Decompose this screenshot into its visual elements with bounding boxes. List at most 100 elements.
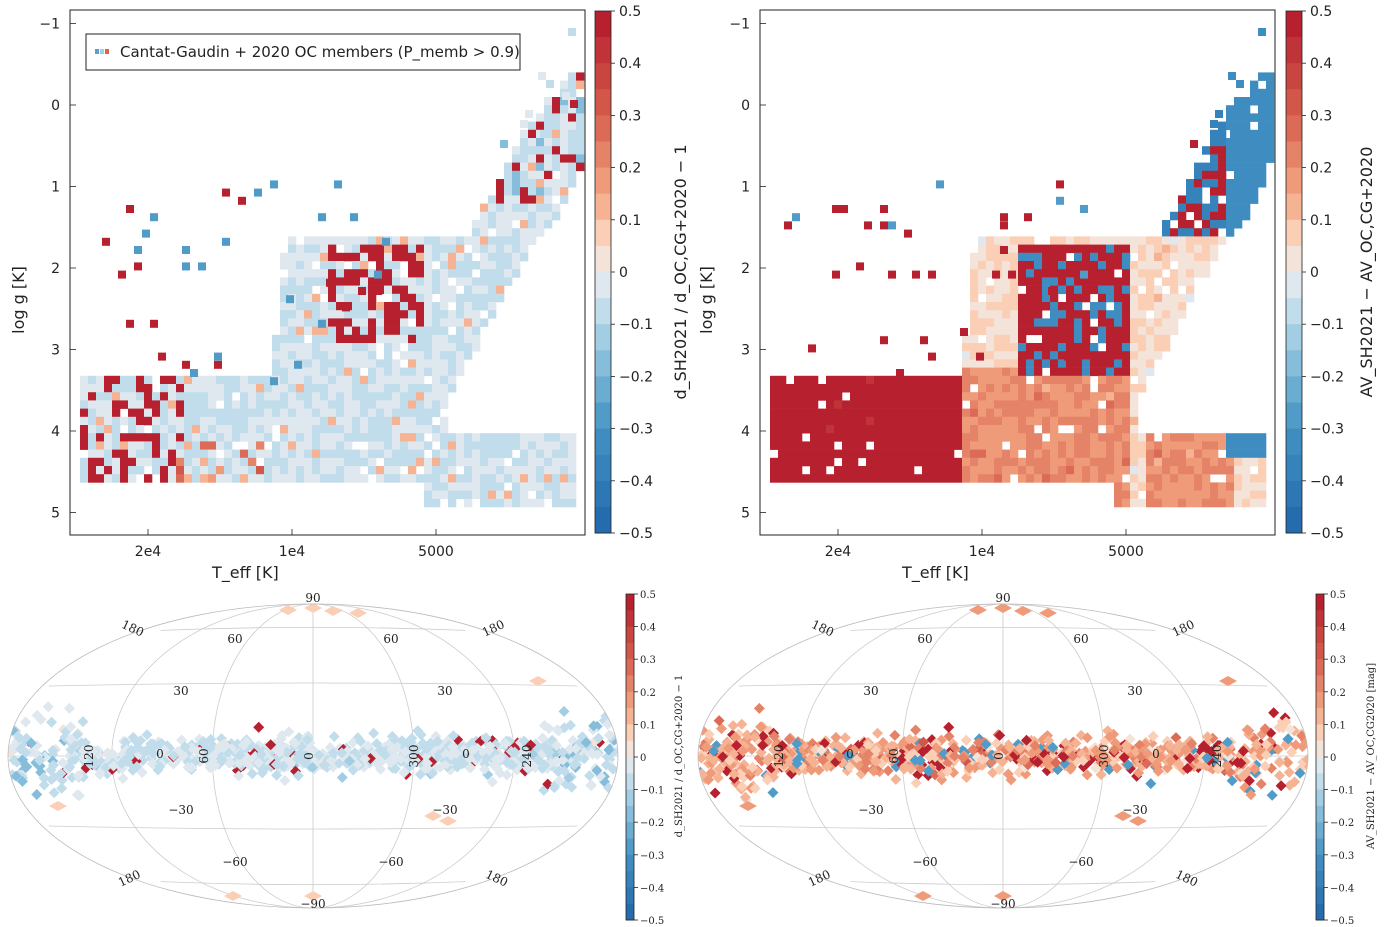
heatmap-cell xyxy=(233,770,245,782)
heatmap-cell xyxy=(1106,236,1115,245)
heatmap-cell xyxy=(1122,318,1131,327)
heatmap-cell xyxy=(352,261,361,270)
heatmap-cell xyxy=(1082,408,1091,418)
heatmap-cell xyxy=(826,384,835,393)
heatmap-cell xyxy=(1154,343,1163,352)
heatmap-cell xyxy=(1178,457,1187,467)
graticule-label: 180 xyxy=(483,867,510,889)
heatmap-cell xyxy=(120,375,129,385)
heatmap-cell xyxy=(529,676,547,686)
heatmap-cell xyxy=(456,482,465,491)
heatmap-cell xyxy=(1202,482,1211,491)
heatmap-cell xyxy=(994,729,1006,741)
heatmap-cell xyxy=(464,457,473,467)
heatmap-cell xyxy=(1282,733,1294,745)
heatmap-cell xyxy=(818,449,827,459)
x-tick-label: 2e4 xyxy=(825,544,852,560)
heatmap-cell xyxy=(1114,285,1123,295)
heatmap-cell xyxy=(1010,384,1019,393)
colorbar-segment xyxy=(626,642,634,660)
heatmap-cell xyxy=(352,269,361,278)
heatmap-cell xyxy=(416,457,425,467)
heatmap-cell xyxy=(914,449,923,459)
graticule-label: 120 xyxy=(82,745,96,768)
heatmap-cell xyxy=(818,441,827,450)
heatmap-cell xyxy=(360,392,369,401)
heatmap-cell xyxy=(568,474,577,483)
heatmap-cell xyxy=(1050,408,1059,418)
heatmap-cell xyxy=(568,80,577,90)
heatmap-cell xyxy=(1258,433,1267,442)
heatmap-cell xyxy=(954,400,963,409)
heatmap-cell xyxy=(388,754,400,766)
heatmap-cell xyxy=(1050,425,1059,434)
heatmap-cell xyxy=(552,146,561,155)
heatmap-cell xyxy=(1042,753,1054,765)
heatmap-cell xyxy=(794,433,803,442)
heatmap-cell xyxy=(1146,441,1155,450)
graticule-label: 180 xyxy=(1173,867,1200,889)
heatmap-cell xyxy=(1170,449,1179,459)
heatmap-cell xyxy=(328,293,337,303)
heatmap-cell xyxy=(1082,466,1091,475)
heatmap-cell xyxy=(424,466,433,475)
heatmap-cell xyxy=(200,474,209,483)
heatmap-cell xyxy=(729,731,741,743)
heatmap-cell xyxy=(1210,466,1219,475)
y-tick-label: −1 xyxy=(39,17,60,33)
heatmap-cell xyxy=(528,236,537,245)
heatmap-cell xyxy=(898,433,907,442)
heatmap-cell xyxy=(200,392,209,401)
heatmap-cell xyxy=(288,285,297,295)
heatmap-cell xyxy=(121,756,133,768)
colorbar-tick-label: −0.3 xyxy=(1310,422,1344,438)
heatmap-cell xyxy=(986,269,995,278)
heatmap-cell xyxy=(834,400,843,409)
heatmap-cell xyxy=(280,310,289,319)
heatmap-cell xyxy=(1130,416,1139,426)
colorbar-segment xyxy=(1316,626,1324,644)
heatmap-cell xyxy=(496,236,505,245)
colorbar-tick-label: 0.4 xyxy=(1310,56,1332,72)
colorbar-tick-label: 0.4 xyxy=(1330,623,1346,634)
heatmap-cell xyxy=(208,457,217,467)
heatmap-cell xyxy=(770,384,779,393)
heatmap-cell xyxy=(936,180,944,189)
colorbar-segment xyxy=(595,428,611,456)
heatmap-cell xyxy=(304,277,313,286)
heatmap-cell xyxy=(325,755,337,767)
heatmap-cell xyxy=(1258,490,1267,500)
heatmap-cell xyxy=(120,736,132,748)
heatmap-cell xyxy=(1042,735,1054,747)
heatmap-cell xyxy=(488,211,497,221)
heatmap-cell xyxy=(359,753,371,765)
heatmap-cell xyxy=(1141,747,1153,759)
heatmap-cell xyxy=(528,203,537,213)
heatmap-cell xyxy=(277,760,289,772)
heatmap-cell xyxy=(1202,269,1211,278)
heatmap-cell xyxy=(384,318,393,327)
heatmap-cell xyxy=(264,433,273,442)
heatmap-cell xyxy=(176,384,185,393)
colorbar-tick-label: −0.1 xyxy=(619,317,653,333)
heatmap-cell xyxy=(112,449,121,459)
heatmap-cell xyxy=(770,416,779,426)
heatmap-cell xyxy=(392,433,401,442)
heatmap-cell xyxy=(376,466,385,475)
heatmap-cell xyxy=(432,367,441,377)
heatmap-cell xyxy=(1186,474,1195,483)
heatmap-cell xyxy=(1210,203,1219,213)
heatmap-cell xyxy=(528,146,537,155)
heatmap-cell xyxy=(112,384,121,393)
heatmap-cell xyxy=(1242,170,1251,180)
heatmap-cell xyxy=(1081,769,1093,781)
heatmap-cell xyxy=(962,392,971,401)
heatmap-cell xyxy=(603,729,615,741)
heatmap-cell xyxy=(496,474,505,483)
heatmap-cell xyxy=(1258,498,1267,508)
heatmap-cell xyxy=(1002,474,1011,483)
heatmap-cell xyxy=(344,334,353,344)
heatmap-cell xyxy=(794,408,803,418)
heatmap-cell xyxy=(488,449,497,459)
heatmap-cell xyxy=(1122,334,1131,344)
